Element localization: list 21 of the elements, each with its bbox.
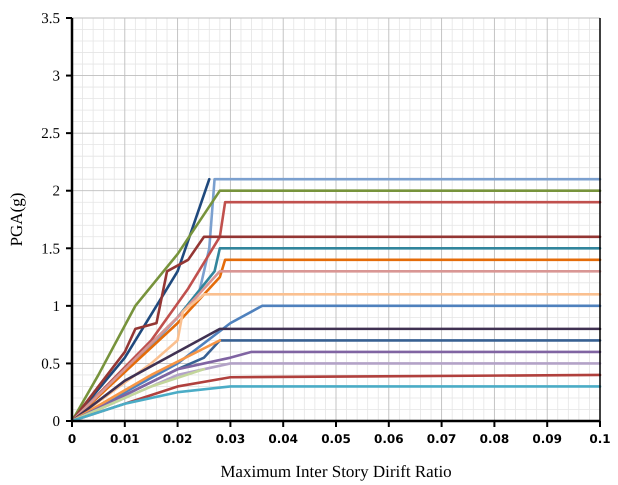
y-tick-label: 1.5 — [41, 241, 60, 258]
y-tick-label: 0.5 — [41, 356, 60, 372]
y-tick-label: 3 — [52, 68, 60, 85]
x-tick-label: 0.03 — [216, 432, 246, 446]
x-tick-label: 0.02 — [162, 432, 192, 446]
x-tick-label: 0.06 — [374, 432, 404, 446]
y-tick-label: 3.5 — [41, 11, 60, 27]
y-tick-label: 2.5 — [41, 126, 60, 142]
x-tick-label: 0.09 — [532, 432, 562, 446]
x-tick-label: 0.08 — [480, 432, 510, 446]
y-axis-title: PGA(g) — [7, 192, 26, 246]
x-tick-label: 0.01 — [110, 432, 140, 446]
y-tick-label: 1 — [52, 298, 60, 315]
x-tick-label: 0.07 — [426, 432, 456, 446]
y-tick-label: 0 — [52, 414, 60, 430]
x-axis-title: Maximum Inter Story Dirift Ratio — [220, 462, 452, 481]
x-tick-label: 0.1 — [589, 432, 611, 446]
x-tick-label: 0 — [68, 432, 76, 446]
y-tick-label: 2 — [52, 184, 60, 200]
x-tick-label: 0.05 — [321, 432, 351, 446]
x-tick-label: 0.04 — [268, 432, 298, 446]
